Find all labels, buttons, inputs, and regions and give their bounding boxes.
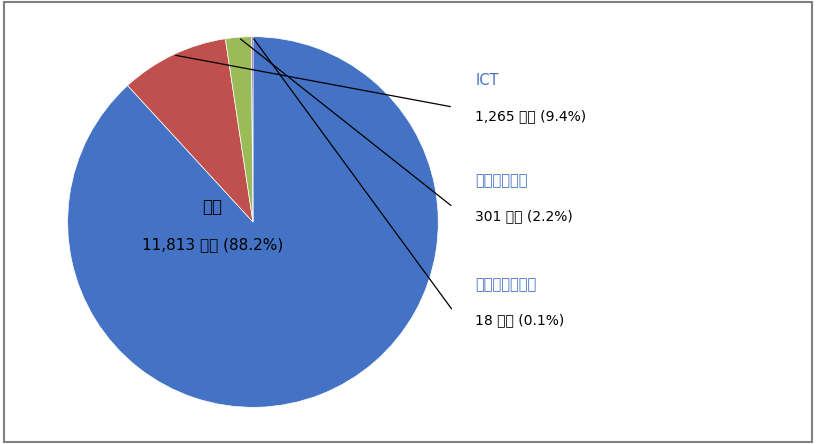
- Text: 에너지신산업: 에너지신산업: [475, 173, 528, 188]
- Text: ICT: ICT: [475, 73, 499, 88]
- Text: 301 억원 (2.2%): 301 억원 (2.2%): [475, 209, 573, 223]
- Text: 18 억원 (0.1%): 18 억원 (0.1%): [475, 313, 565, 327]
- Wedge shape: [225, 37, 253, 222]
- Text: 1,265 억원 (9.4%): 1,265 억원 (9.4%): [475, 109, 587, 123]
- Wedge shape: [251, 37, 253, 222]
- Text: 복합: 복합: [202, 198, 222, 216]
- Text: 바이오헬스케어: 바이오헬스케어: [475, 277, 536, 292]
- Text: 11,813 억원 (88.2%): 11,813 억원 (88.2%): [141, 237, 283, 252]
- Wedge shape: [68, 37, 438, 407]
- Wedge shape: [127, 39, 253, 222]
